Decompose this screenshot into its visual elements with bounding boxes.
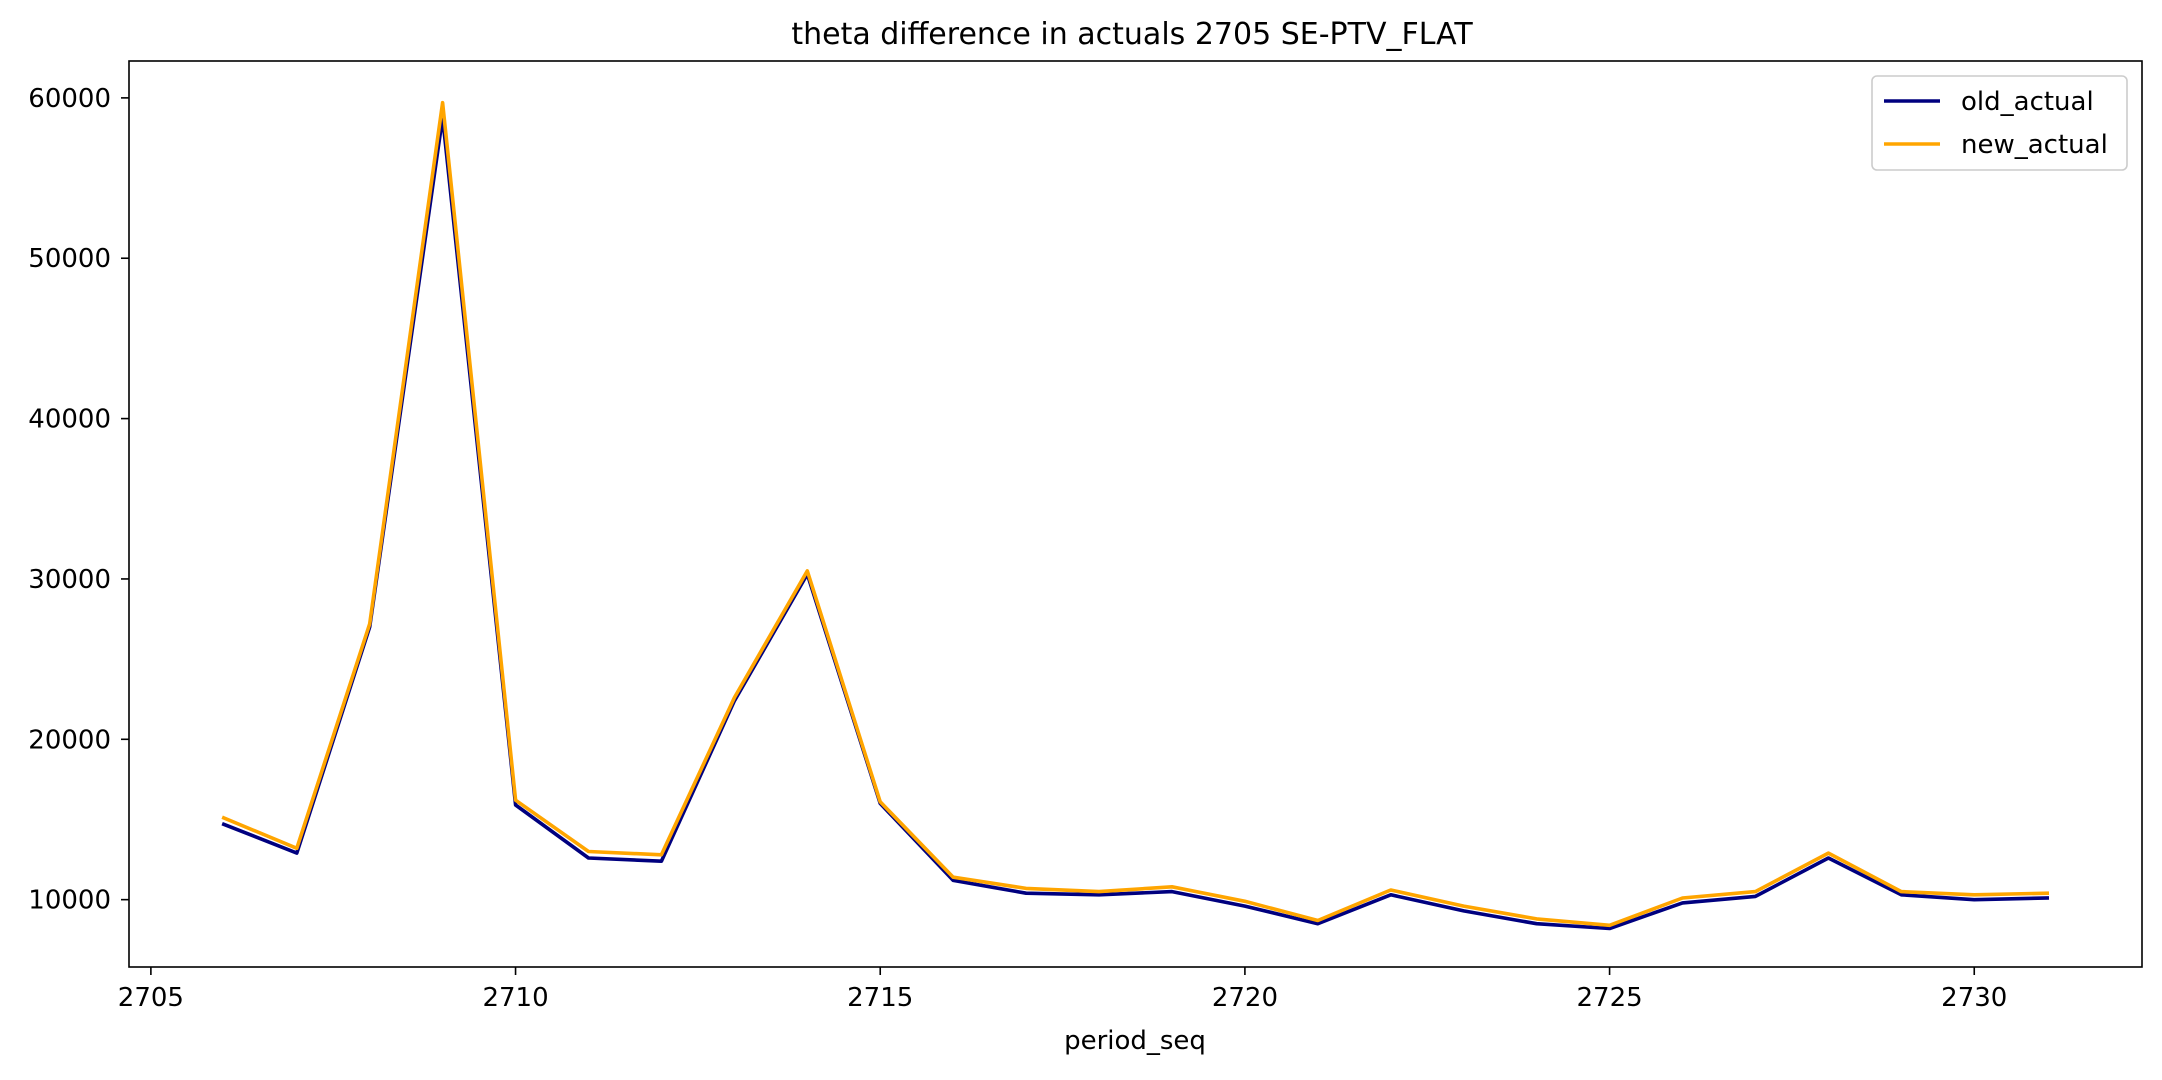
x-tick-label: 2705 — [118, 983, 184, 1013]
legend: old_actual new_actual — [1871, 75, 2128, 171]
y-tick-label: 30000 — [28, 565, 111, 595]
series-layer — [221, 100, 2050, 931]
y-tick-label: 20000 — [28, 725, 111, 755]
legend-label-new-actual: new_actual — [1961, 130, 2108, 160]
y-axis-ticks: 10000 20000 30000 40000 50000 60000 — [28, 84, 129, 916]
x-tick-label: 2730 — [1941, 983, 2007, 1013]
series-line-new-actual — [221, 100, 2050, 928]
series-line-old-actual — [221, 115, 2050, 931]
x-tick-label: 2710 — [482, 983, 548, 1013]
y-tick-label: 60000 — [28, 84, 111, 114]
legend-label-old-actual: old_actual — [1961, 87, 2094, 117]
x-tick-label: 2725 — [1576, 983, 1642, 1013]
x-axis-ticks: 2705 2710 2715 2720 2725 2730 — [118, 967, 2007, 1013]
y-tick-label: 40000 — [28, 405, 111, 435]
plot-frame — [128, 60, 2143, 968]
x-tick-label: 2715 — [847, 983, 913, 1013]
x-tick-label: 2720 — [1212, 983, 1278, 1013]
y-tick-label: 50000 — [28, 244, 111, 274]
chart-title: theta difference in actuals 2705 SE-PTV_… — [791, 17, 1473, 52]
x-axis-label: period_seq — [1064, 1026, 1206, 1056]
y-tick-label: 10000 — [28, 886, 111, 916]
